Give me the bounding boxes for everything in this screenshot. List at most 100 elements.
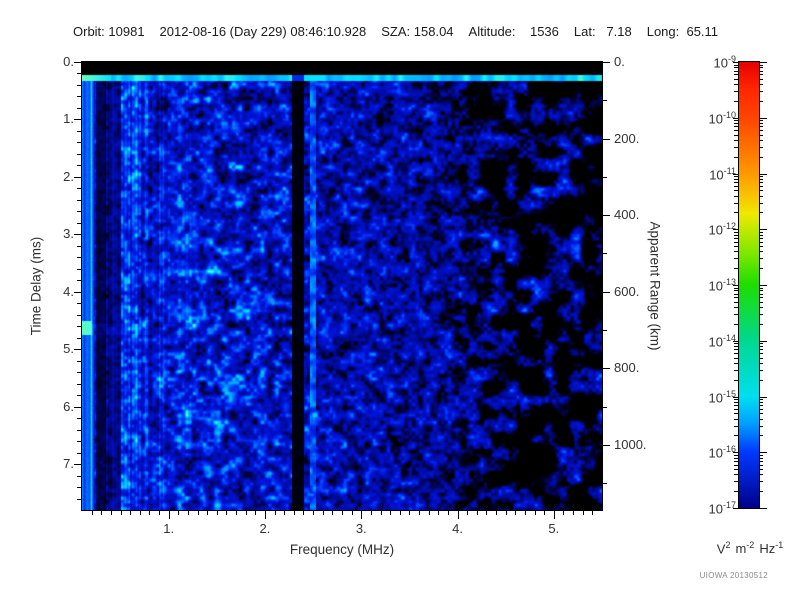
tick [760, 461, 763, 462]
tick [760, 397, 767, 398]
tick [760, 399, 763, 400]
tick [760, 232, 763, 233]
tick [760, 157, 763, 158]
tick [760, 74, 763, 75]
x-tick-label: 2. [259, 521, 271, 536]
tick [760, 419, 763, 420]
tick [74, 407, 81, 408]
tick [760, 229, 767, 230]
tick [255, 511, 256, 515]
tick [760, 147, 763, 148]
y-right-tick-label: 800. [614, 360, 640, 376]
colorbar-tick-label: 10-14 [708, 332, 736, 350]
tick [760, 126, 763, 127]
tick [467, 511, 468, 515]
tick [74, 62, 81, 63]
tick [760, 324, 763, 325]
tick [486, 511, 487, 515]
tick [207, 511, 208, 515]
tick [342, 511, 343, 515]
colorbar-tick-label: 10-11 [709, 165, 736, 182]
tick [760, 349, 763, 350]
tick [409, 511, 410, 515]
tick [603, 407, 607, 408]
y-right-tick-label: 600. [614, 283, 640, 299]
tick [275, 511, 276, 515]
tick [323, 511, 324, 515]
x-tick-label: 1. [163, 521, 175, 536]
tick [760, 380, 763, 381]
tick [760, 251, 763, 252]
x-tick-label: 3. [355, 521, 367, 536]
tick [74, 349, 81, 350]
tick [217, 511, 218, 515]
tick [603, 292, 610, 293]
colorbar-tick-label: 10-9 [713, 54, 736, 71]
tick [573, 511, 574, 515]
unit-v-exponent: 2 [725, 540, 731, 550]
tick [760, 196, 763, 197]
tick [760, 290, 763, 291]
tick [284, 511, 285, 515]
tick [760, 297, 763, 298]
y-left-tick-label: 2. [63, 168, 74, 184]
tick [760, 469, 763, 470]
tick [760, 353, 763, 354]
tick [390, 511, 391, 515]
colorbar [738, 61, 760, 509]
tick [760, 65, 763, 66]
tick [760, 413, 763, 414]
tick [760, 402, 763, 403]
tick [760, 405, 763, 406]
tick [760, 120, 763, 121]
tick [496, 511, 497, 515]
tick [303, 511, 304, 515]
tick [760, 426, 763, 427]
tick [760, 179, 763, 180]
tick [294, 511, 295, 515]
tick [760, 235, 763, 236]
colorbar-units-label: V2 m-2 Hz-1 [695, 540, 800, 556]
tick [760, 190, 763, 191]
tick [592, 511, 593, 515]
tick [400, 511, 401, 515]
tick [544, 511, 545, 515]
sza-info: SZA: 158.04 [381, 24, 454, 39]
tick [74, 464, 81, 465]
tick [760, 118, 767, 119]
tick [760, 71, 763, 72]
longitude-info: Long: 65.11 [646, 24, 719, 39]
tick [760, 182, 763, 183]
tick [760, 302, 763, 303]
tick [603, 177, 607, 178]
tick [178, 511, 179, 515]
tick [525, 511, 526, 515]
spectrogram-canvas [82, 62, 602, 510]
tick [760, 343, 763, 344]
tick [361, 511, 362, 519]
y-left-tick-label: 1. [63, 111, 74, 127]
tick [74, 177, 81, 178]
tick [74, 119, 81, 120]
tick [603, 62, 610, 63]
tick [760, 508, 767, 509]
tick [760, 474, 763, 475]
tick [603, 368, 610, 369]
tick [760, 363, 763, 364]
tick [381, 511, 382, 515]
tick [130, 511, 131, 515]
y-left-tick-label: 3. [63, 226, 74, 242]
colorbar-tick-label: 10-10 [708, 109, 736, 127]
y-left-tick-label: 0. [63, 54, 74, 69]
tick [429, 511, 430, 515]
altitude-info: Altitude: 1536 [468, 24, 559, 39]
tick [535, 511, 536, 515]
y-axis-left-title: Time Delay (ms) [28, 236, 44, 336]
tick [760, 285, 767, 286]
unit-hz: Hz [759, 541, 776, 557]
tick [149, 511, 150, 515]
tick [332, 511, 333, 515]
tick [74, 292, 81, 293]
tick [760, 238, 763, 239]
tick [438, 511, 439, 515]
